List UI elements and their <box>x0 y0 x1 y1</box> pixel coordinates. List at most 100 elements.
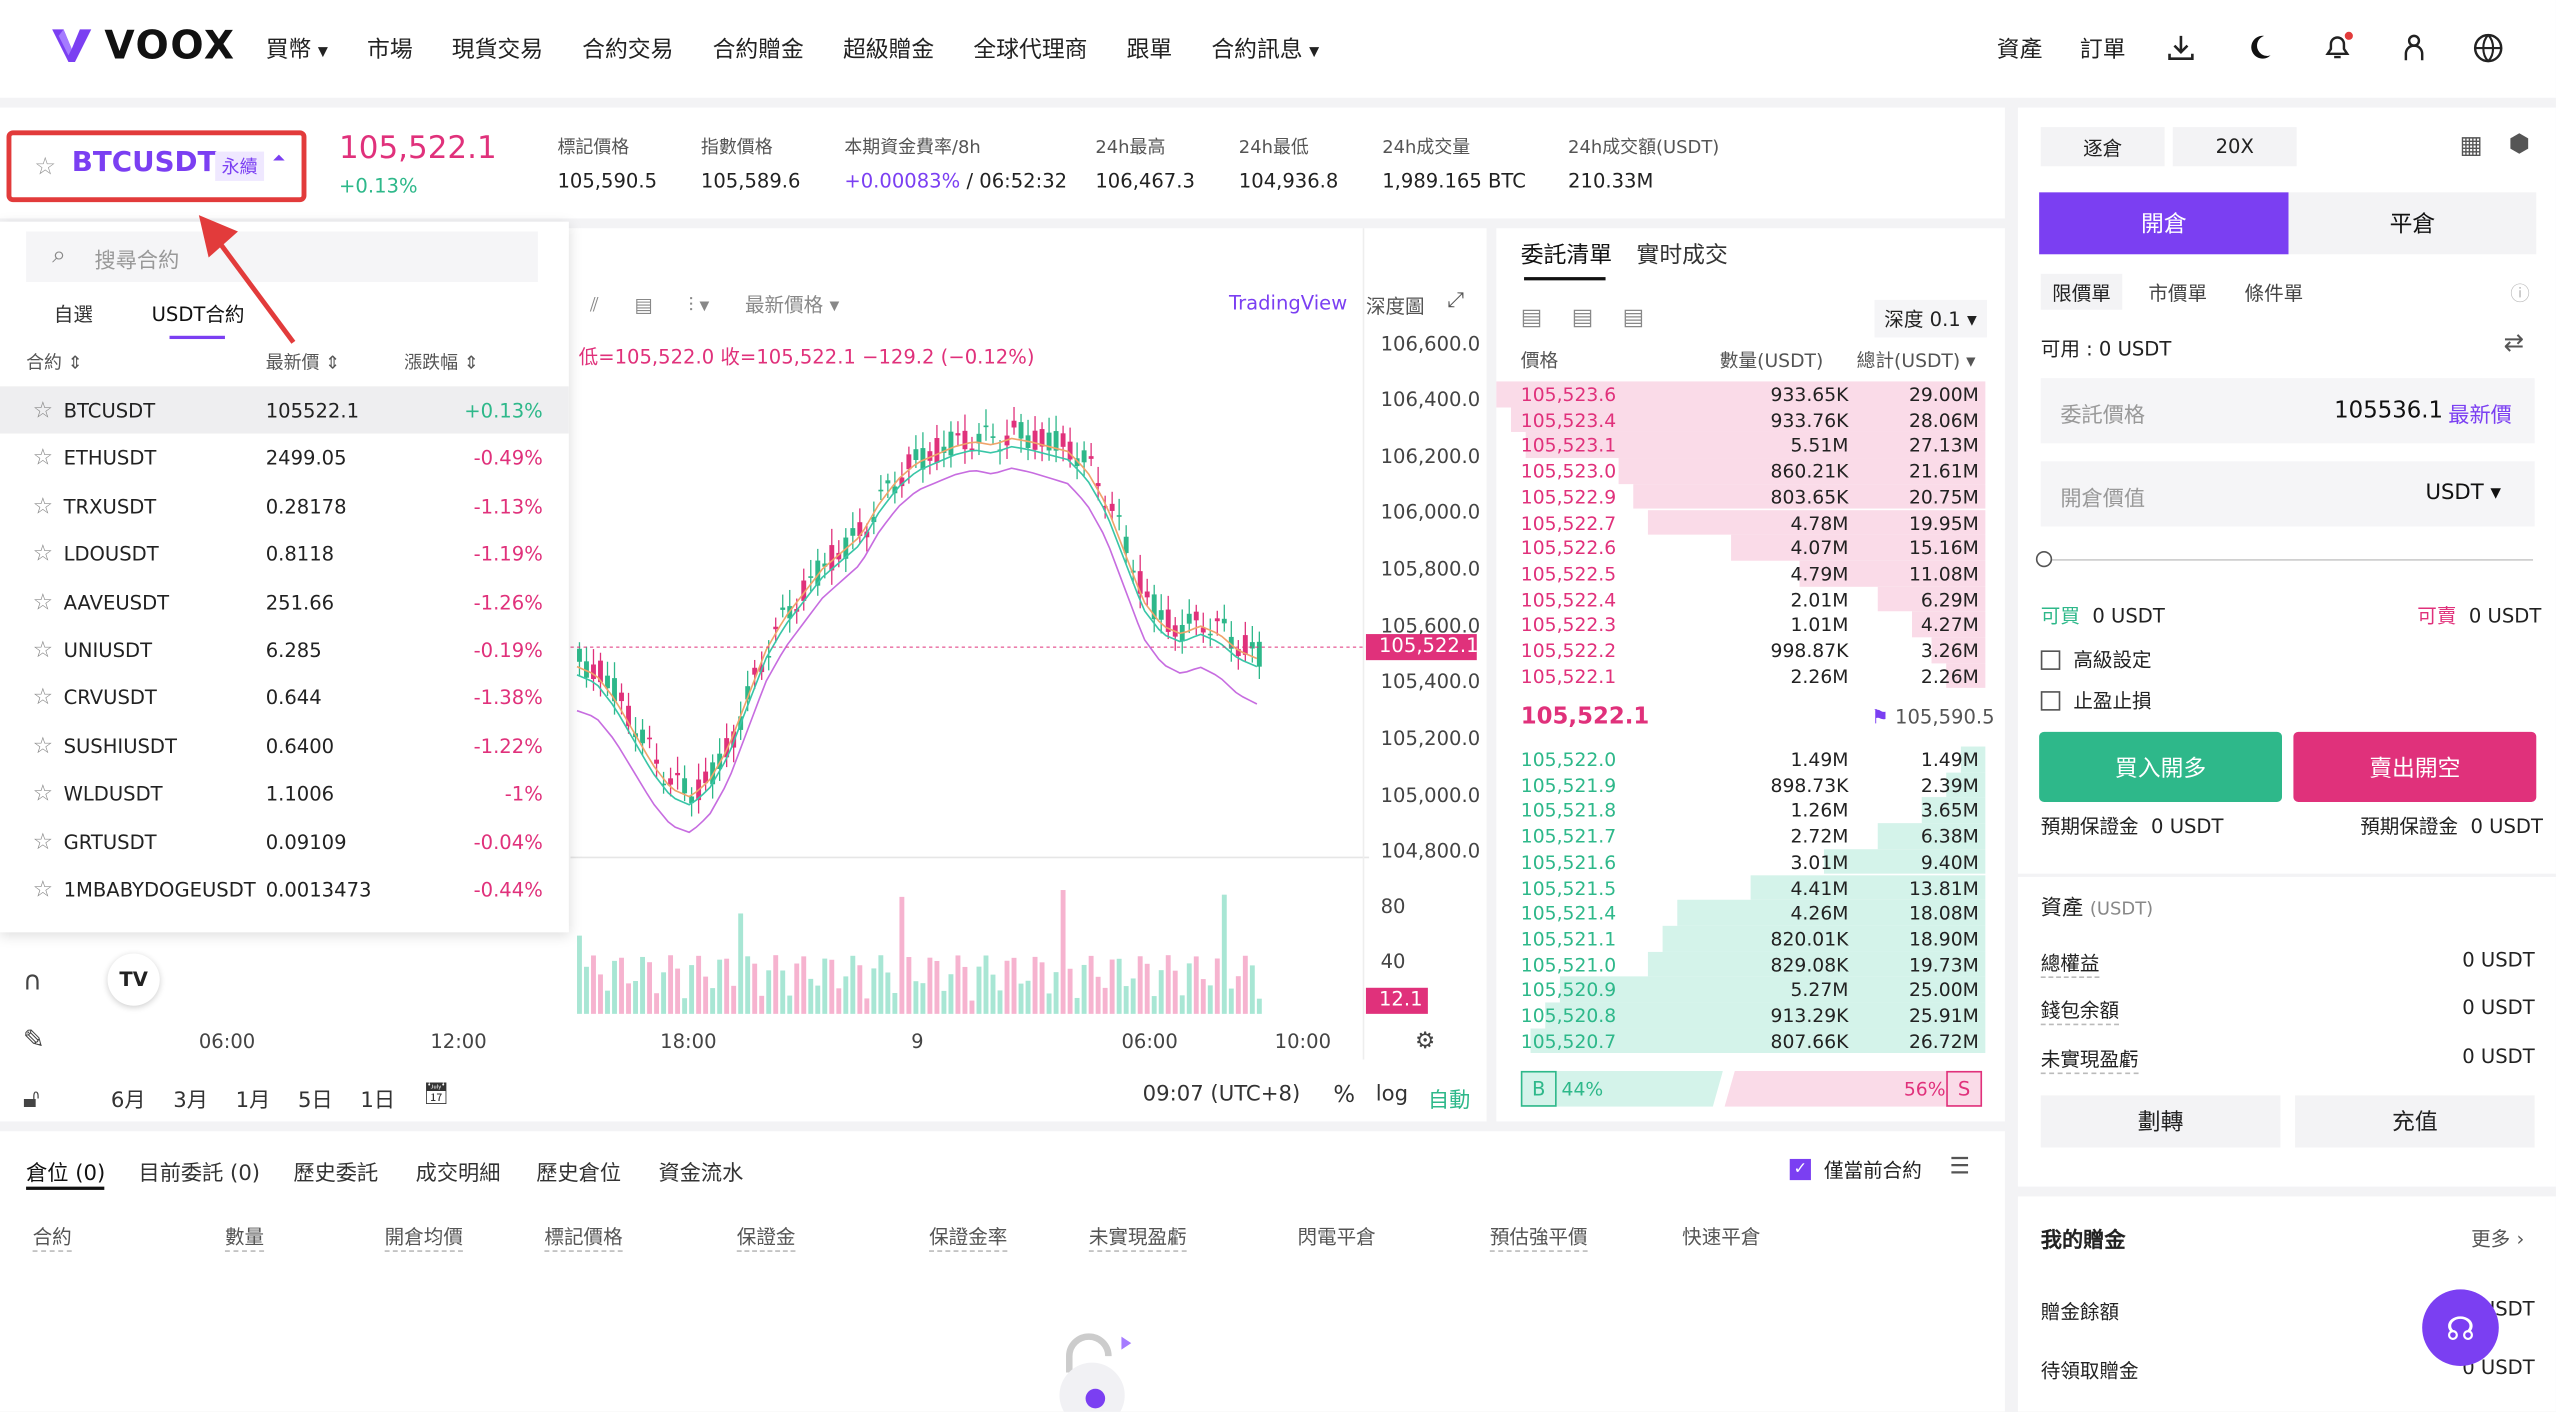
indicator-icon[interactable]: ⫽ <box>590 293 599 317</box>
tab-positions[interactable]: 倉位 (0) <box>26 1162 106 1187</box>
goto-date-icon[interactable]: 📅︎ <box>422 1082 450 1107</box>
orderbook-row[interactable]: 105,522.1 2.26M 2.26M <box>1496 662 1986 689</box>
contract-row[interactable]: ☆ UNIUSDT 6.285 -0.19% <box>32 637 543 664</box>
nav-market[interactable]: 市場 <box>367 37 413 64</box>
tab-order-history[interactable]: 歷史委託 <box>293 1162 379 1187</box>
candle-type-icon[interactable]: ⫶ ▾ <box>688 293 710 317</box>
amount-input[interactable]: 開倉價值 USDT ▾ <box>2040 461 2535 527</box>
contract-row[interactable]: ☆ AAVEUSDT 251.66 -1.26% <box>32 589 543 616</box>
star-icon[interactable]: ☆ <box>32 685 54 712</box>
tab-usdt-futures[interactable]: USDT合約 <box>151 303 245 326</box>
nav-futures-bonus[interactable]: 合約贈金 <box>712 37 804 64</box>
star-icon[interactable]: ☆ <box>32 445 54 472</box>
orderbook-row[interactable]: 105,520.8 913.29K 25.91M <box>1496 1002 1986 1029</box>
bell-icon[interactable] <box>2321 31 2354 64</box>
orderbook-row[interactable]: 105,522.2 998.87K 3.26M <box>1496 637 1986 663</box>
template-icon[interactable]: ▤ <box>634 293 653 317</box>
contract-row[interactable]: ☆ LDOUSDT 0.8118 -1.19% <box>32 541 543 568</box>
tab-open-orders[interactable]: 目前委託 (0) <box>138 1162 261 1187</box>
latest-price-select[interactable]: 最新價格 ▾ <box>744 293 840 317</box>
lock-icon[interactable]: 🔓︎ <box>22 1082 40 1114</box>
orderbook-view-icons[interactable]: ▤▤▤ <box>1520 304 1674 331</box>
orderbook-row[interactable]: 105,523.0 860.21K 21.61M <box>1496 458 1986 484</box>
filter-icon[interactable]: ☰ <box>1949 1154 1970 1181</box>
orderbook-row[interactable]: 105,523.1 5.51M 27.13M <box>1496 432 1986 459</box>
orderbook-row[interactable]: 105,520.9 5.27M 25.00M <box>1496 976 1986 1003</box>
tab-trades[interactable]: 實时成交 <box>1636 242 1728 269</box>
star-icon[interactable]: ☆ <box>32 493 54 520</box>
orderbook-row[interactable]: 105,521.5 4.41M 13.81M <box>1496 874 1986 901</box>
contract-row[interactable]: ☆ BTCUSDT 105522.1 +0.13% <box>0 386 569 434</box>
depth-select[interactable]: 深度 0.1 ▾ <box>1874 299 1987 338</box>
only-current-checkbox[interactable]: ✓ 僅當前合約 <box>1789 1156 1922 1184</box>
deposit-button[interactable]: 充值 <box>2295 1095 2535 1148</box>
brand-logo[interactable]: VOOX <box>49 23 236 68</box>
contract-row[interactable]: ☆ GRTUSDT 0.09109 -0.04% <box>32 829 543 856</box>
range-6m[interactable]: 6月 <box>110 1088 146 1114</box>
transfer-icon[interactable]: ⇄ <box>2503 327 2525 357</box>
magnet-icon[interactable]: ∩ <box>22 964 42 996</box>
pencil-icon[interactable]: ✎ <box>22 1023 45 1055</box>
globe-icon[interactable] <box>2473 33 2504 64</box>
orderbook-row[interactable]: 105,521.1 820.01K 18.90M <box>1496 925 1986 952</box>
header-price[interactable]: 最新價 ⇕ <box>265 352 341 374</box>
support-headset-icon[interactable]: ☊ <box>2422 1289 2499 1366</box>
tab-favorites[interactable]: 自選 <box>53 303 93 326</box>
range-5d[interactable]: 5日 <box>298 1088 333 1114</box>
amount-slider[interactable] <box>2044 559 2534 561</box>
nav-futures-info[interactable]: 合約訊息 ▼ <box>1211 37 1320 64</box>
tradingview-logo-icon[interactable]: TV <box>107 953 160 1006</box>
slider-handle[interactable] <box>2035 550 2053 568</box>
auto-toggle[interactable]: 自動 <box>1427 1088 1471 1114</box>
contract-row[interactable]: ☆ TRXUSDT 0.28178 -1.13% <box>32 493 543 520</box>
orderbook-row[interactable]: 105,522.4 2.01M 6.29M <box>1496 586 1986 612</box>
percent-toggle[interactable]: % <box>1333 1082 1356 1109</box>
orderbook-row[interactable]: 105,522.9 803.65K 20.75M <box>1496 483 1986 510</box>
close-position-tab[interactable]: 平倉 <box>2288 192 2537 255</box>
price-input[interactable]: 委託價格 105536.1 最新價 <box>2040 378 2535 444</box>
conditional-order-tab[interactable]: 條件單 <box>2244 281 2304 305</box>
orderbook-row[interactable]: 105,521.4 4.26M 18.08M <box>1496 900 1986 926</box>
orderbook-row[interactable]: 105,523.4 933.76K 28.06M <box>1496 406 1986 433</box>
leverage-button[interactable]: 20X <box>2172 127 2297 167</box>
orderbook-row[interactable]: 105,522.0 1.49M 1.49M <box>1496 746 1986 773</box>
contract-row[interactable]: ☆ WLDUSDT 1.1006 -1% <box>32 781 543 808</box>
star-icon[interactable]: ☆ <box>32 541 54 568</box>
range-1m[interactable]: 1月 <box>235 1088 271 1114</box>
nav-global-agent[interactable]: 全球代理商 <box>973 37 1088 64</box>
contract-row[interactable]: ☆ CRVUSDT 0.644 -1.38% <box>32 685 543 712</box>
orderbook-row[interactable]: 105,522.7 4.78M 19.95M <box>1496 509 1986 535</box>
star-icon[interactable]: ☆ <box>32 733 54 760</box>
contract-row[interactable]: ☆ ETHUSDT 2499.05 -0.49% <box>32 445 543 472</box>
help-icon[interactable]: ⓘ <box>2510 281 2530 305</box>
nav-spot[interactable]: 現貨交易 <box>451 37 544 64</box>
orderbook-row[interactable]: 105,521.8 1.26M 3.65M <box>1496 797 1986 824</box>
tpsl-checkbox[interactable]: 止盈止損 <box>2040 686 2152 714</box>
moon-icon[interactable] <box>2245 33 2274 62</box>
margin-mode-button[interactable]: 逐倉 <box>2040 127 2165 167</box>
latest-price-button[interactable]: 最新價 <box>2448 404 2512 429</box>
nav-super-bonus[interactable]: 超級贈金 <box>842 37 935 64</box>
star-icon[interactable]: ☆ <box>32 397 54 424</box>
tab-position-history[interactable]: 歷史倉位 <box>536 1162 622 1187</box>
orderbook-row[interactable]: 105,522.6 4.07M 15.16M <box>1496 534 1986 561</box>
range-3m[interactable]: 3月 <box>173 1088 208 1114</box>
depth-chart-tab[interactable]: 深度圖 <box>1365 295 1425 318</box>
range-1d[interactable]: 1日 <box>360 1088 396 1114</box>
star-icon[interactable]: ☆ <box>32 876 54 904</box>
ob-header-total[interactable]: 總計(USDT) ▾ <box>1856 348 1976 372</box>
contract-row[interactable]: ☆ 1MBABYDOGEUSDT 0.0013473 -0.44% <box>32 876 543 904</box>
nav-futures[interactable]: 合約交易 <box>582 37 674 64</box>
orderbook-row[interactable]: 105,521.0 829.08K 19.73M <box>1496 951 1986 977</box>
open-position-tab[interactable]: 開倉 <box>2039 192 2289 255</box>
calculator-icon[interactable]: ▦ <box>2459 130 2483 160</box>
limit-order-tab[interactable]: 限價單 <box>2040 273 2123 310</box>
orderbook-row[interactable]: 105,522.3 1.01M 4.27M <box>1496 611 1986 638</box>
search-input[interactable]: ⌕ 搜尋合約 <box>26 231 538 282</box>
unit-select[interactable]: USDT ▾ <box>2425 480 2502 506</box>
orderbook-row[interactable]: 105,522.5 4.79M 11.08M <box>1496 560 1986 587</box>
orderbook-row[interactable]: 105,521.7 2.72M 6.38M <box>1496 823 1986 849</box>
star-icon[interactable]: ☆ <box>32 829 54 856</box>
star-icon[interactable]: ☆ <box>32 637 54 664</box>
nav-assets[interactable]: 資產 <box>1996 37 2043 64</box>
